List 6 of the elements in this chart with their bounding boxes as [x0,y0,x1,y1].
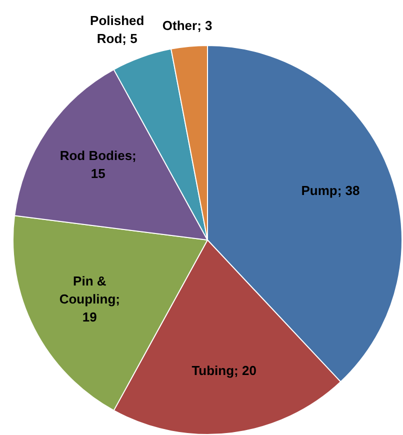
slice-label: Rod Bodies; 15 [60,148,136,182]
slice-label: Pump; 38 [301,182,360,198]
slice-label: Pin & Coupling; 19 [59,274,120,325]
slice-label: Other; 3 [162,18,212,34]
slice-label: Polished Rod; 5 [90,13,144,46]
slice-label: Tubing; 20 [192,362,256,378]
